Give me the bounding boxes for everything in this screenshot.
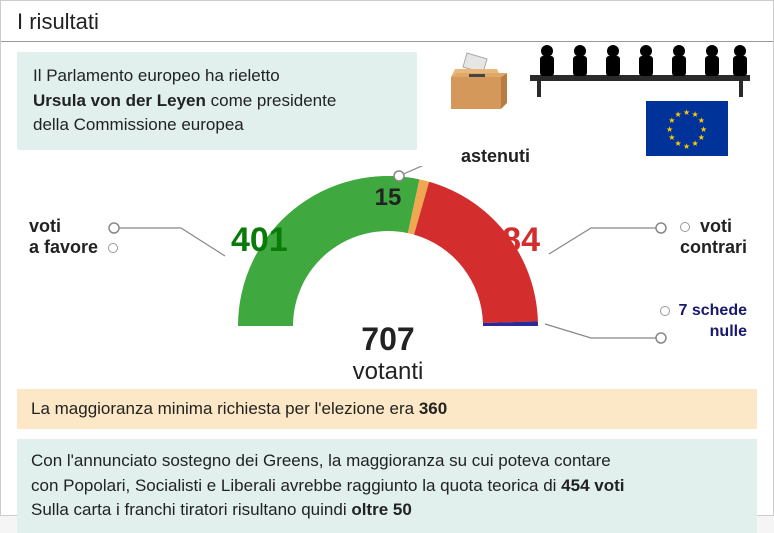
meeting-silhouette-icon: [525, 39, 755, 99]
page-title: I risultati: [17, 9, 757, 35]
title-bar: I risultati: [1, 1, 773, 42]
greens-line2: con Popolari, Socialisti e Liberali avre…: [31, 476, 561, 495]
greens-line3-bold: oltre 50: [351, 500, 411, 519]
center-word: votanti: [353, 358, 424, 386]
value-against: 284: [483, 221, 540, 260]
intro-line3: della Commissione europea: [33, 115, 244, 134]
intro-bold: Ursula von der Leyen: [33, 91, 206, 110]
greens-line1: Con l'annunciato sostegno dei Greens, la…: [31, 451, 611, 470]
value-abstain: 15: [375, 184, 402, 212]
greens-box: Con l'annunciato sostegno dei Greens, la…: [17, 439, 757, 533]
marker-icon: [680, 222, 690, 232]
intro-box: Il Parlamento europeo ha rieletto Ursula…: [17, 52, 417, 150]
label-abstain: astenuti: [461, 146, 530, 167]
intro-line2-after: come presidente: [206, 91, 336, 110]
greens-line3: Sulla carta i franchi tiratori risultano…: [31, 500, 351, 519]
marker-icon: [108, 243, 118, 253]
majority-box: La maggioranza minima richiesta per l'el…: [17, 389, 757, 429]
center-number: 707: [353, 321, 424, 358]
eu-flag-icon: ★★★★★★★★★★★★: [646, 101, 728, 156]
majority-value: 360: [419, 399, 447, 418]
label-favor: voti a favore: [29, 216, 118, 258]
marker-icon: [660, 306, 670, 316]
label-against: voti contrari: [680, 216, 747, 258]
value-favor: 401: [231, 221, 288, 260]
vote-half-donut-chart: voti a favore 401 astenuti 15 284 voti c…: [1, 166, 774, 386]
label-null: 7 schede nulle: [660, 301, 747, 343]
ballot-box-icon: [441, 49, 511, 119]
intro-line1: Il Parlamento europeo ha rieletto: [33, 66, 280, 85]
majority-prefix: La maggioranza minima richiesta per l'el…: [31, 399, 419, 418]
greens-line2-bold: 454 voti: [561, 476, 624, 495]
center-total: 707 votanti: [353, 321, 424, 386]
infographic-root: I risultati Il Parlamento europeo ha rie…: [0, 0, 774, 516]
